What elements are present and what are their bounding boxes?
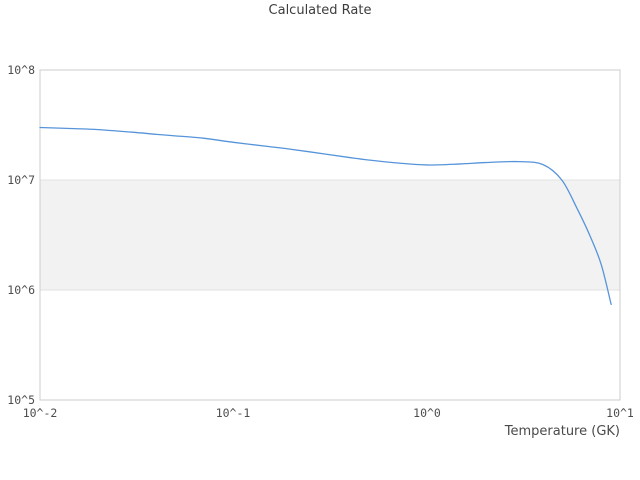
plot-border [39,69,621,401]
chart-title: Calculated Rate [268,3,372,18]
y-tick-label-1e5: 10^5 [7,393,35,407]
x-tick-label-1e-1: 10^-1 [215,406,251,420]
rate-line [39,126,612,306]
x-tick-label-1e1: 10^1 [606,406,634,420]
y-tick-label-1e8: 10^8 [7,63,35,77]
y-tick-label-1e7: 10^7 [7,173,35,187]
x-tick-label-1e-2: 10^-2 [22,406,58,420]
y-tick-label-1e6: 10^6 [7,283,35,297]
x-tick-label-1e0: 10^0 [413,406,441,420]
x-axis-title: Temperature (GK) [504,424,620,439]
decade-band [40,180,620,290]
